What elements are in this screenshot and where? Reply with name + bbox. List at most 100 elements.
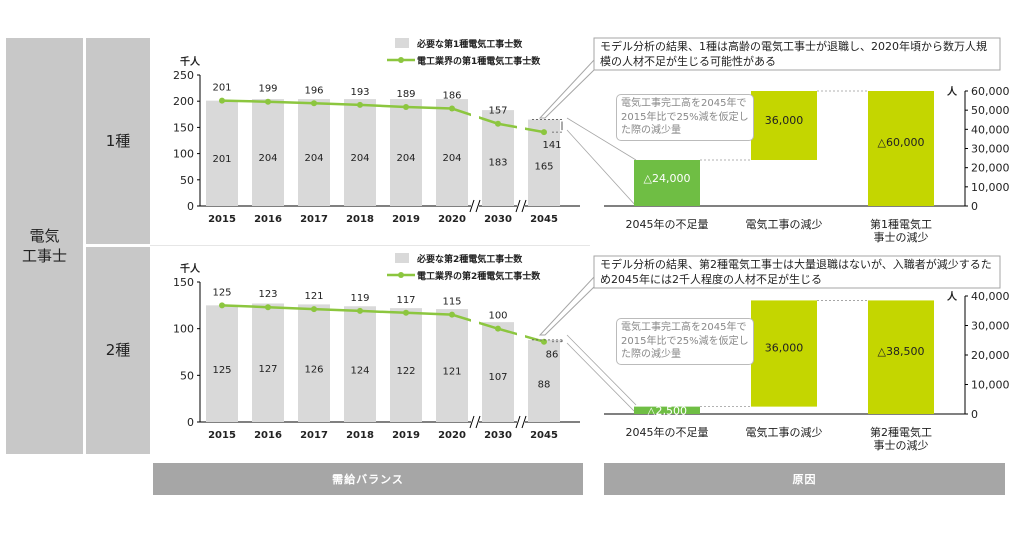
cause-bar-label-1: 36,000 — [765, 341, 804, 354]
bar-2015 — [206, 100, 238, 206]
line-label-2045: 141 — [542, 140, 561, 151]
cause-bar-label-0: △24,000 — [644, 172, 691, 185]
row-header-main-line2: 工事士 — [21, 247, 67, 265]
legend-line-marker — [398, 57, 404, 63]
series-line — [221, 99, 545, 134]
bar-2017 — [298, 99, 330, 206]
bar-2019 — [390, 99, 422, 206]
cause-category-label: 第1種電気工 — [870, 217, 932, 231]
bar-label-2018: 124 — [350, 365, 369, 376]
callout-pointer-type1 — [538, 58, 595, 119]
y-tick-label: 100 — [173, 323, 194, 336]
line-point-2015 — [219, 97, 225, 104]
bar-2020 — [436, 309, 468, 422]
connector-type2-top — [566, 334, 637, 406]
row-header-type2-label: 2種 — [105, 341, 131, 360]
bar-label-2017: 204 — [304, 153, 323, 164]
x-tick-label: 2016 — [254, 214, 282, 225]
y-tick-label: 0 — [971, 408, 978, 421]
legend-line-label: 電工業界の第2種電気工事士数 — [417, 270, 541, 282]
chart-type2-cause: 0 10,000 20,000 30,000 40,000 人 △2,500 2045年の不足… — [604, 290, 1010, 452]
y-tick-label: 250 — [173, 69, 194, 82]
row-divider — [150, 245, 590, 246]
y-tick-label: 40,000 — [971, 290, 1010, 303]
x-tick-label: 2020 — [438, 214, 466, 225]
y-tick-label: 30,000 — [971, 320, 1010, 333]
cause-bar-label-1: 36,000 — [765, 114, 804, 127]
bar-2015 — [206, 305, 238, 422]
footer-right-bar: 原因 — [604, 463, 1005, 495]
line-point-2020 — [449, 105, 455, 112]
cause-category-label: 事士の減少 — [874, 230, 929, 244]
x-tick-label: 2030 — [484, 430, 512, 441]
y-tick-label: 20,000 — [971, 349, 1010, 362]
y-tick-label: 150 — [173, 121, 194, 134]
legend-bar-label: 必要な第2種電気工事士数 — [416, 253, 523, 265]
axis-break-gap — [471, 282, 479, 424]
bar-2030 — [482, 322, 514, 422]
cause-bar-label-2: △38,500 — [878, 345, 925, 358]
bar-2017 — [298, 304, 330, 422]
x-tick-label: 2017 — [300, 430, 328, 441]
y-tick-label: 40,000 — [971, 123, 1010, 136]
x-tick-label: 2018 — [346, 214, 374, 225]
line-point-2019 — [403, 103, 409, 110]
row-header-type2: 2種 — [86, 247, 150, 454]
connector-type1-bottom — [566, 129, 637, 207]
axis-break-mark — [521, 415, 527, 429]
callout-text-type1: モデル分析の結果、1種は高齢の電気工事士が退職し、2020年頃から数万人規模の人… — [600, 40, 987, 68]
connector-type1-top — [566, 117, 637, 161]
bar-2019 — [390, 308, 422, 422]
bar-2045 — [528, 339, 560, 422]
line-label-2015: 201 — [212, 83, 231, 94]
cause-category-label: 電気工事の減少 — [746, 425, 823, 439]
bar-2020 — [436, 99, 468, 206]
line-label-2020: 115 — [442, 297, 461, 308]
bar-2018 — [344, 306, 376, 422]
line-label-2030: 100 — [488, 311, 507, 322]
y-tick-label: 20,000 — [971, 162, 1010, 175]
line-label-2016: 123 — [258, 289, 277, 300]
cause-bar-1 — [751, 91, 817, 160]
row-header-main: 電気 工事士 — [6, 38, 83, 454]
y-tick-label: 0 — [187, 416, 194, 429]
connector-type2-bottom — [566, 342, 637, 414]
legend-line-label: 電工業界の第1種電気工事士数 — [417, 55, 541, 67]
x-tick-label: 2016 — [254, 430, 282, 441]
line-label-2030: 157 — [488, 106, 507, 117]
cause-category-label: 2045年の不足量 — [626, 217, 709, 231]
line-label-2019: 117 — [396, 295, 415, 306]
axis-break-gap — [517, 282, 525, 424]
line-label-2019: 189 — [396, 89, 415, 100]
line-label-2020: 186 — [442, 91, 461, 102]
axis-break-mark — [469, 415, 475, 429]
cause-category-label: 2045年の不足量 — [626, 425, 709, 439]
line-point-2045 — [541, 129, 547, 136]
bar-label-2019: 204 — [396, 153, 415, 164]
legend-line-marker — [398, 272, 404, 278]
cause-bar-2 — [868, 300, 934, 414]
axis-break-gap — [471, 75, 479, 208]
line-point-2016 — [265, 98, 271, 105]
footer-left-bar: 需給バランス — [153, 463, 583, 495]
y-tick-label: 150 — [173, 276, 194, 289]
line-label-2018: 119 — [350, 293, 369, 304]
bar-label-2030: 107 — [488, 372, 507, 383]
row-header-type1: 1種 — [86, 38, 150, 244]
footer-left-label: 需給バランス — [332, 473, 404, 486]
bar-label-2018: 204 — [350, 153, 369, 164]
x-tick-label: 2017 — [300, 214, 328, 225]
bar-label-2015: 201 — [212, 154, 231, 165]
y-tick-label: 100 — [173, 148, 194, 161]
cause-category-label: 事士の減少 — [874, 438, 929, 452]
y-unit-label: 人 — [947, 290, 958, 303]
bar-2016 — [252, 99, 284, 206]
callout-text-type2: モデル分析の結果、第2種電気工事士は大量退職はないが、入職者が減少するため204… — [600, 258, 992, 286]
x-tick-label: 2019 — [392, 430, 420, 441]
axis-break-mark — [515, 415, 521, 429]
bar-label-2020: 121 — [442, 367, 461, 378]
cause-bar-0 — [634, 160, 700, 206]
